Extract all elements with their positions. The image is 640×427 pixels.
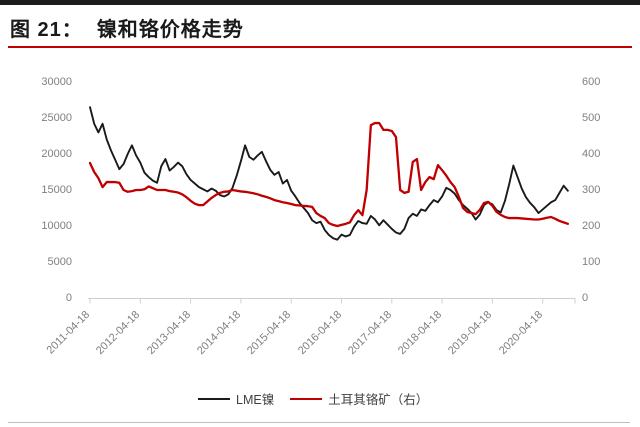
left-axis-tick: 25000 [41,112,72,124]
left-axis-tick: 0 [65,292,72,304]
legend-line-swatch [198,397,230,400]
top-divider [0,0,640,5]
legend-label: 土耳其铬矿（右） [328,393,429,407]
plot-area [88,106,576,304]
legend-label: LME镍 [236,393,275,407]
nickel-price-line [89,106,569,241]
footer-divider [8,422,630,423]
left-axis-tick: 30000 [41,76,72,88]
left-axis-tick: 20000 [41,148,72,160]
legend-line-swatch [290,397,323,400]
chrome-price-line [88,121,570,228]
right-axis-tick: 400 [582,148,601,160]
right-axis-tick: 500 [582,112,601,124]
right-axis-tick: 300 [582,184,601,196]
left-axis-tick: 15000 [41,184,72,196]
chart-title: 镍和铬价格走势 [96,19,244,41]
chart-legend: LME镍 土耳其铬矿（右） [198,389,428,408]
figure-number-label: 图 21： [10,19,83,41]
right-axis-tick: 200 [582,220,601,232]
left-axis-tick: 10000 [41,220,72,232]
left-axis-tick: 5000 [47,256,72,268]
legend-item: LME镍 [198,389,274,408]
right-axis-tick: 100 [582,256,601,268]
title-underline [8,46,632,48]
right-axis-tick: 0 [582,292,589,304]
figure-header: 图 21： 镍和铬价格走势 [10,13,244,42]
right-axis-tick: 600 [582,76,601,88]
legend-item: 土耳其铬矿（右） [290,389,428,408]
